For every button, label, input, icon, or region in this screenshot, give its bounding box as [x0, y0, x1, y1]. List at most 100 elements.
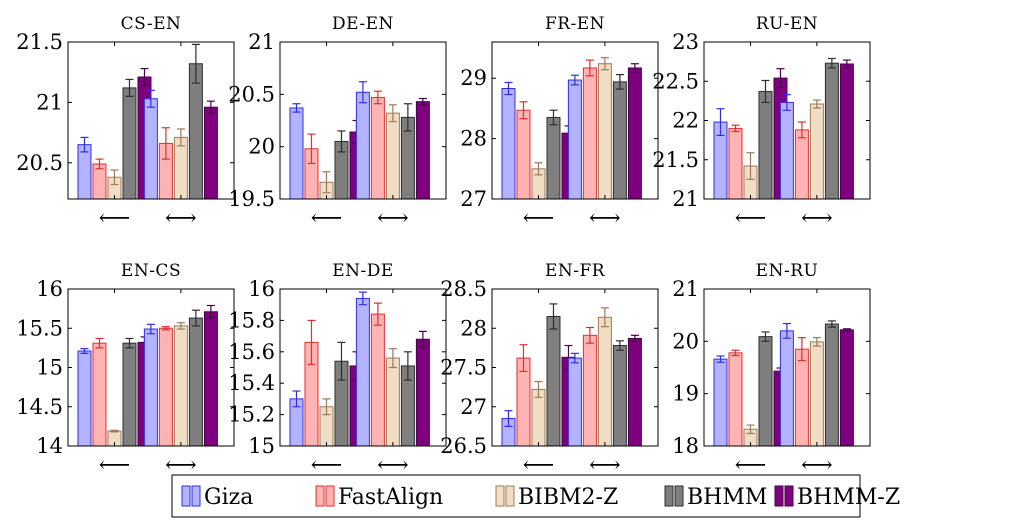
panel-title: DE-EN — [332, 14, 394, 34]
y-tick-label: 14 — [36, 434, 63, 458]
bar — [370, 313, 385, 447]
legend-swatch — [774, 485, 784, 507]
bar — [385, 112, 400, 200]
bar — [92, 342, 107, 447]
panel-title: CS-EN — [121, 14, 182, 34]
bar — [824, 323, 839, 447]
plot-frame — [67, 288, 235, 447]
legend-swatch — [664, 485, 674, 507]
bar — [203, 106, 218, 200]
bar — [173, 136, 188, 200]
legend-swatch — [505, 485, 515, 507]
x-tick-label: ⟵ — [523, 206, 555, 231]
bar — [582, 67, 597, 200]
x-tick-label: ⟷ — [377, 453, 409, 478]
legend-swatch — [784, 485, 794, 507]
x-tick-label: ⟷ — [801, 453, 833, 478]
y-tick-label: 15 — [248, 434, 275, 458]
bar — [728, 352, 743, 447]
bar — [289, 107, 304, 200]
y-tick-label: 15.4 — [228, 371, 275, 395]
legend-swatch — [674, 485, 684, 507]
bar — [839, 63, 854, 200]
y-tick-label: 18 — [672, 434, 699, 458]
bar — [728, 127, 743, 200]
y-tick-label: 15.8 — [228, 308, 275, 332]
legend-swatch — [495, 485, 505, 507]
y-tick-label: 16 — [36, 277, 63, 301]
panel-en-de: EN-DE ⟵ ⟷ 15 15.2 15.4 15.6 15.8 16 — [228, 261, 447, 478]
bar — [355, 297, 370, 447]
plot-frame — [703, 41, 871, 200]
bar — [415, 338, 430, 447]
plot-frame — [491, 288, 659, 447]
x-tick-label: ⟵ — [311, 206, 343, 231]
x-tick-label: ⟵ — [99, 453, 131, 478]
y-tick-label: 22.5 — [652, 69, 699, 93]
y-tick-label: 15 — [36, 356, 63, 380]
legend-swatch — [325, 485, 335, 507]
y-tick-label: 14.5 — [16, 395, 63, 419]
x-tick-label: ⟵ — [735, 453, 767, 478]
x-tick-label: ⟷ — [589, 206, 621, 231]
bar — [370, 96, 385, 200]
bar — [188, 317, 203, 447]
bar — [143, 328, 158, 447]
bar — [355, 91, 370, 200]
bar — [501, 87, 516, 200]
x-tick-label: ⟷ — [165, 206, 197, 231]
y-tick-label: 15.2 — [228, 403, 275, 427]
bar — [531, 388, 546, 447]
y-tick-label: 19.5 — [228, 187, 275, 211]
x-tick-label: ⟷ — [377, 206, 409, 231]
bar — [77, 144, 92, 200]
bar — [567, 79, 582, 200]
y-tick-label: 27 — [460, 395, 487, 419]
y-tick-label: 15.5 — [16, 316, 63, 340]
legend-swatch — [191, 485, 201, 507]
legend-label: Giza — [204, 485, 253, 510]
x-tick-label: ⟷ — [165, 453, 197, 478]
bar — [173, 325, 188, 447]
panel-title: EN-FR — [545, 261, 606, 281]
panel-title: RU-EN — [756, 14, 818, 34]
bar — [567, 357, 582, 447]
bar — [627, 337, 642, 447]
bar — [158, 327, 173, 447]
y-tick-label: 16 — [248, 277, 275, 301]
y-tick-label: 28.5 — [440, 277, 487, 301]
bar — [143, 98, 158, 200]
y-tick-label: 21.5 — [652, 148, 699, 172]
bar — [77, 350, 92, 447]
bar — [794, 348, 809, 447]
bar — [627, 67, 642, 200]
y-tick-label: 29 — [460, 66, 487, 90]
y-tick-label: 15.6 — [228, 340, 275, 364]
bar — [612, 345, 627, 447]
bar — [779, 330, 794, 447]
y-tick-label: 20.5 — [16, 151, 63, 175]
bar — [385, 357, 400, 447]
bar — [203, 311, 218, 447]
bar — [758, 90, 773, 200]
y-tick-label: 21 — [672, 277, 699, 301]
panel-en-cs: EN-CS ⟵ ⟷ 14 14.5 15 15.5 16 — [16, 261, 235, 478]
x-tick-label: ⟵ — [99, 206, 131, 231]
legend-swatch — [181, 485, 191, 507]
plot-frame — [279, 41, 447, 200]
y-tick-label: 26.5 — [440, 434, 487, 458]
bar — [582, 334, 597, 447]
bar — [809, 341, 824, 447]
x-tick-label: ⟵ — [735, 206, 767, 231]
panel-cs-en: CS-EN ⟵ ⟷ 20.5 21 21.5 — [16, 14, 235, 231]
bar — [597, 63, 612, 200]
bar — [839, 329, 854, 447]
bar — [188, 63, 203, 200]
panel-title: EN-RU — [756, 261, 819, 281]
y-tick-label: 21 — [672, 187, 699, 211]
panel-en-fr: EN-FR ⟵ ⟷ 26.5 27 27.5 28 28.5 — [440, 261, 659, 478]
bar — [794, 129, 809, 200]
bar — [415, 101, 430, 200]
y-tick-label: 27 — [460, 187, 487, 211]
